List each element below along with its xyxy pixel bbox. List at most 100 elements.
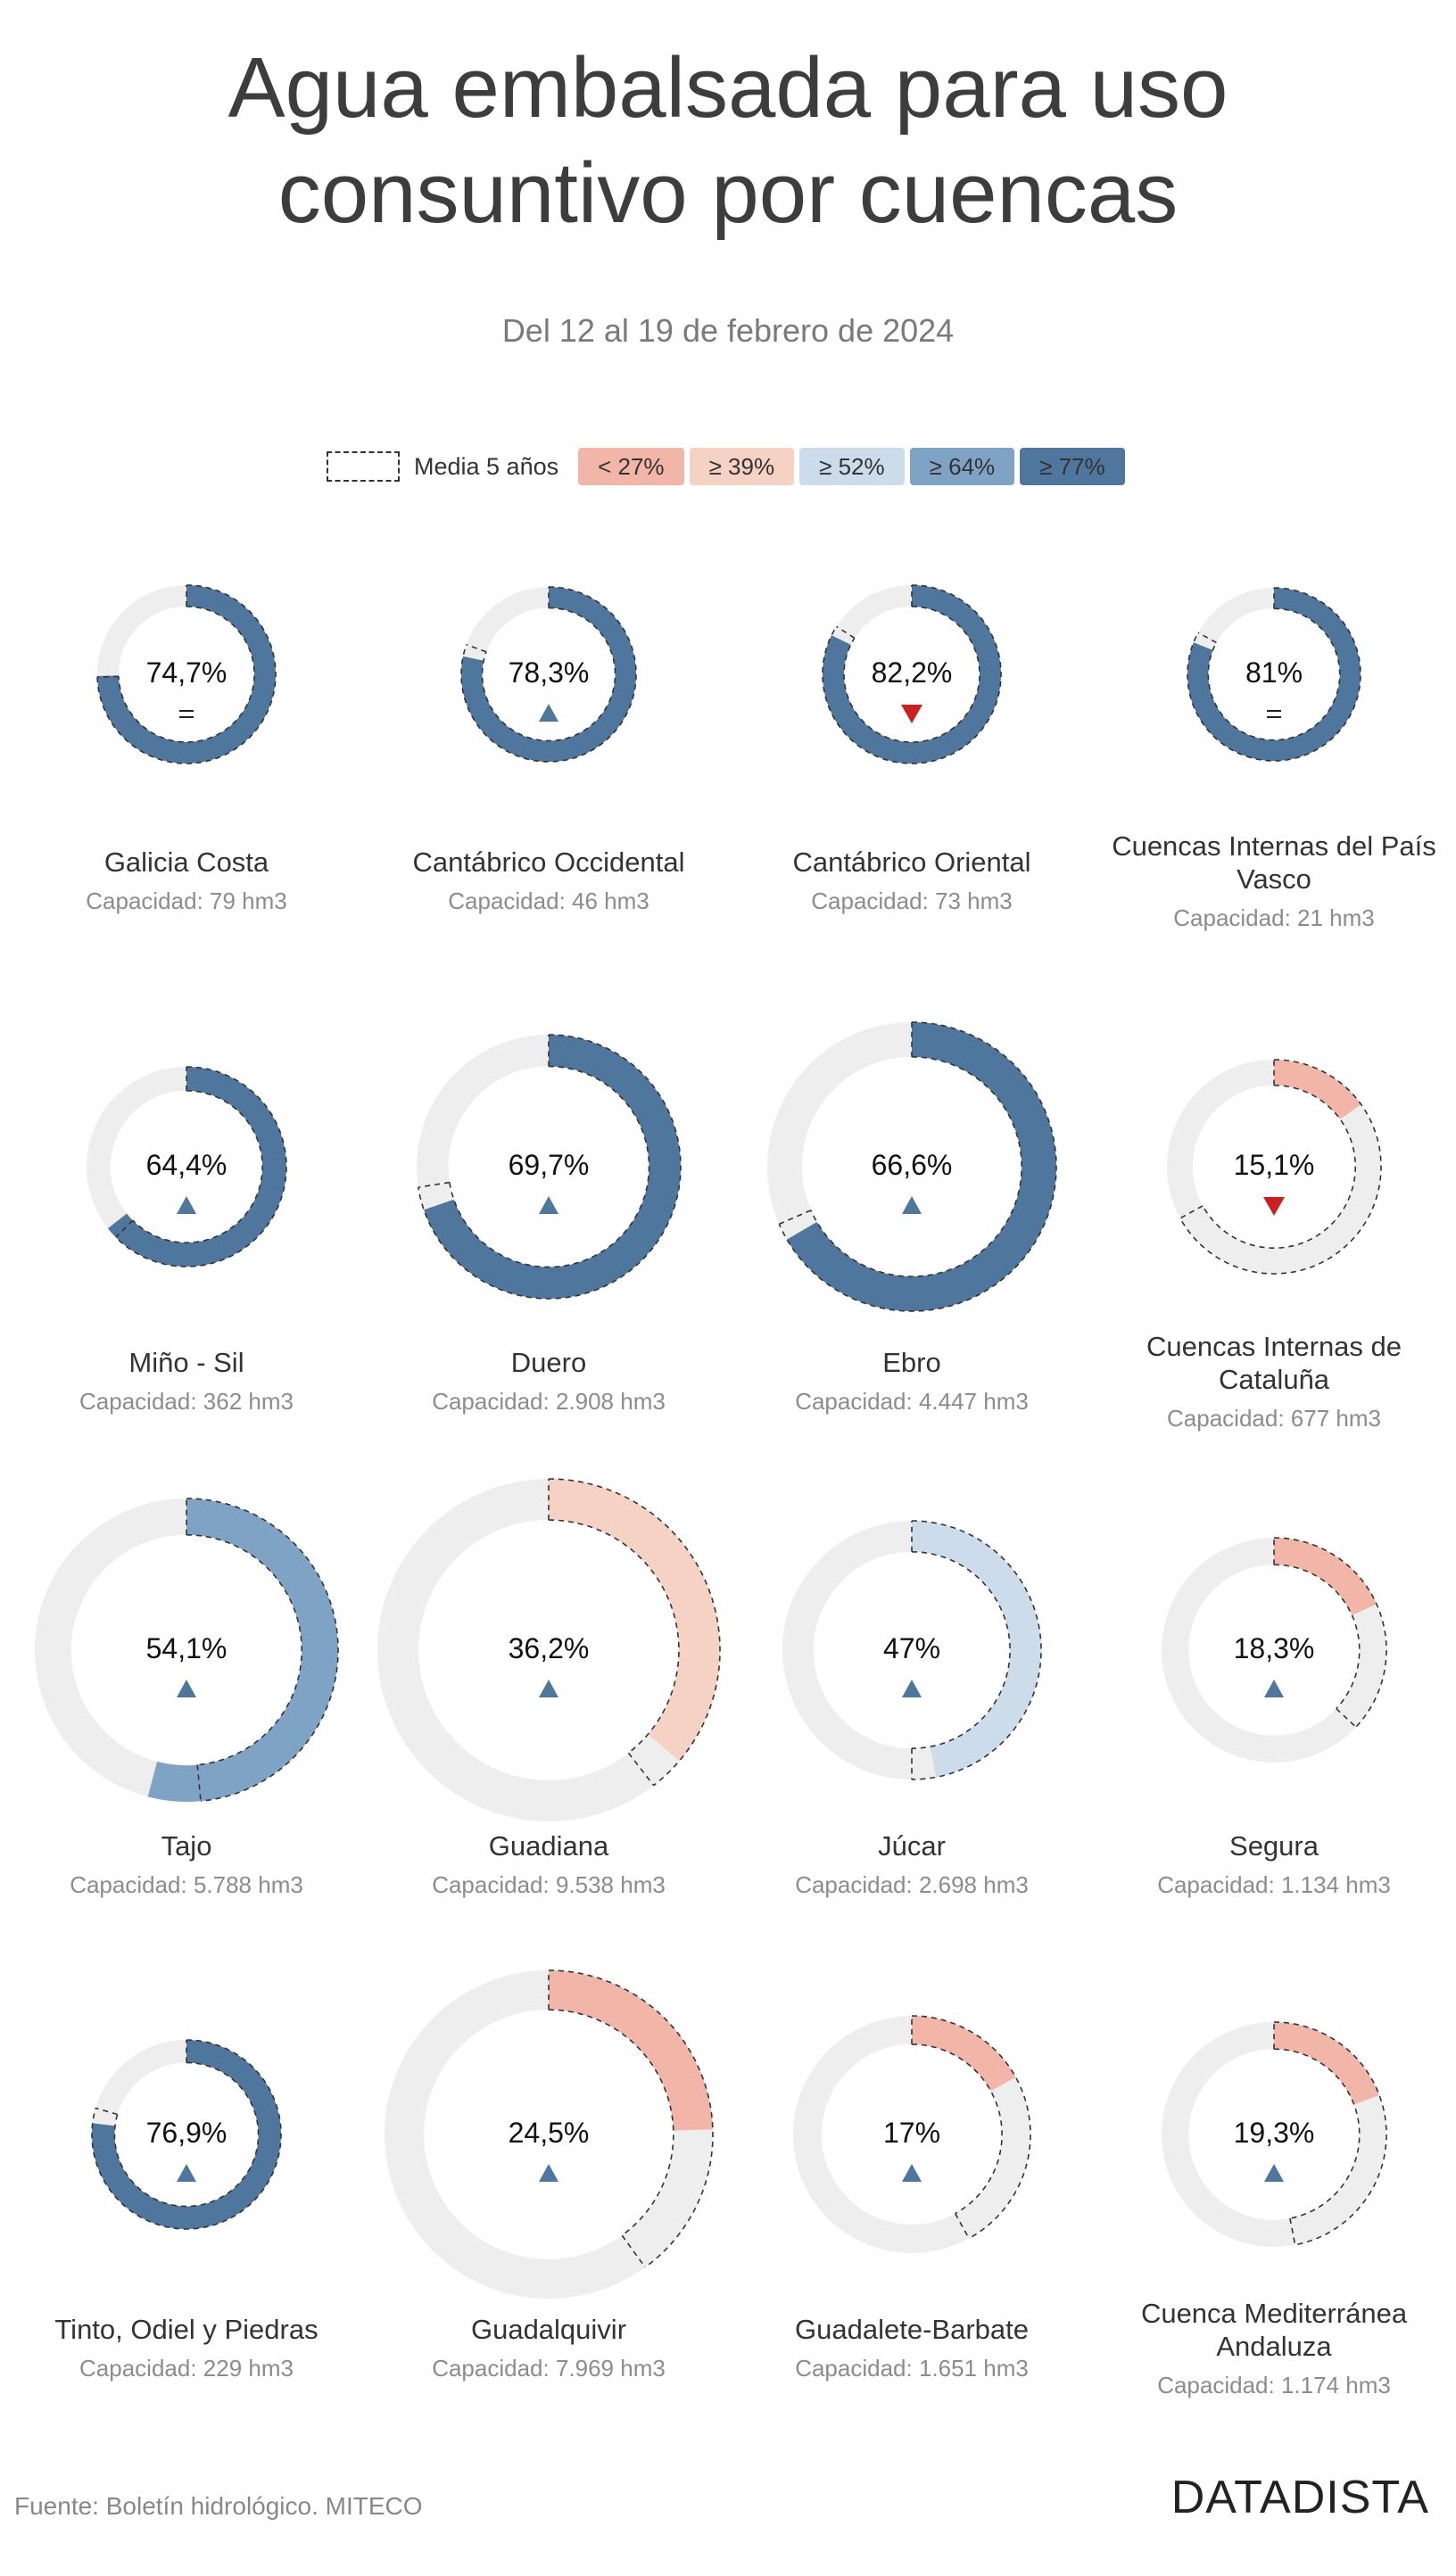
- basin-11: 18,3% Segura Capacidad: 1.134 hm3: [1157, 1537, 1391, 1898]
- basin-2-avg5-end: [836, 625, 856, 639]
- basin-1: 78,3% Cantábrico Occidental Capacidad: 46 …: [413, 586, 685, 914]
- basin-1-capacity: Capacidad: 46 hm3: [448, 888, 649, 914]
- basin-2-value-label: 82,2%: [872, 656, 953, 689]
- basin-0-capacity: Capacidad: 79 hm3: [86, 888, 286, 914]
- basin-9-value-arc: [548, 1479, 720, 1762]
- basin-10-value-label: 47%: [883, 1632, 940, 1664]
- basin-3-capacity: Capacidad: 21 hm3: [1173, 904, 1374, 931]
- basin-13-avg5-outline: [548, 1969, 714, 2268]
- basin-9-capacity: Capacidad: 9.538 hm3: [432, 1871, 666, 1898]
- basin-9-value-label: 36,2%: [509, 1632, 590, 1664]
- basin-6-value-label: 66,6%: [872, 1149, 953, 1181]
- basin-5-value-arc: [424, 1035, 681, 1299]
- basin-7-avg5-end: [1179, 1205, 1204, 1219]
- basin-9: 36,2% Guadiana Capacidad: 9.538 hm3: [376, 1478, 721, 1898]
- legend-avg-swatch: [327, 451, 400, 482]
- basin-6-capacity: Capacidad: 4.447 hm3: [795, 1388, 1029, 1415]
- basin-7-trend-down-icon: [1263, 1197, 1285, 1216]
- basin-6: 66,6% Ebro Capacidad: 4.447 hm3: [767, 1021, 1057, 1415]
- basin-11-avg5-end: [1336, 1707, 1357, 1728]
- basin-7-avg5-outline: [1179, 1059, 1382, 1275]
- basin-0-value-arc: [97, 585, 276, 764]
- basin-10: 47% Júcar Capacidad: 2.698 hm3: [782, 1520, 1042, 1898]
- basin-7-value-label: 15,1%: [1234, 1149, 1315, 1181]
- basin-0-avg5-end: [97, 675, 120, 678]
- basin-13-name-line-0: Guadalquivir: [471, 2314, 626, 2345]
- basin-8-avg5-outline: [186, 1498, 339, 1803]
- basin-4-trend-up-icon: [177, 1196, 196, 1214]
- basin-8-capacity: Capacidad: 5.788 hm3: [70, 1871, 303, 1898]
- basin-9-name-line-0: Guadiana: [489, 1830, 609, 1862]
- page-subtitle: Del 12 al 19 de febrero de 2024: [501, 312, 955, 349]
- basin-15-trend-up-icon: [1264, 2164, 1284, 2182]
- basin-4-value-label: 64,4%: [146, 1149, 228, 1181]
- basin-2: 82,2% Cantábrico Oriental Capacidad: 73 hm…: [792, 584, 1031, 914]
- basin-14-value-label: 17%: [883, 2117, 940, 2149]
- basin-12-capacity: Capacidad: 229 hm3: [79, 2355, 294, 2382]
- basin-13-value-label: 24,5%: [509, 2117, 590, 2149]
- basin-2-capacity: Capacidad: 73 hm3: [811, 888, 1012, 914]
- basin-11-value-arc: [1273, 1538, 1377, 1616]
- basin-8-name-line-0: Tajo: [161, 1830, 212, 1862]
- basin-10-name-line-0: Júcar: [878, 1830, 946, 1862]
- basin-1-avg5-outline: [460, 586, 637, 763]
- basin-15-value-arc: [1273, 2022, 1379, 2105]
- basin-11-value-label: 18,3%: [1234, 1632, 1315, 1664]
- legend: Media 5 años < 27% ≥ 39% ≥ 52% ≥ 64% ≥ 7…: [327, 448, 1130, 485]
- basin-14-trend-up-icon: [902, 2164, 922, 2182]
- basin-5-name-line-0: Duero: [511, 1347, 586, 1378]
- legend-chip-ge52: ≥ 52%: [799, 448, 905, 485]
- legend-chip-ge39: ≥ 39%: [689, 448, 795, 485]
- basin-0-value-label: 74,7%: [146, 656, 228, 689]
- basin-6-name-line-0: Ebro: [882, 1347, 940, 1378]
- legend-chip-ge64: ≥ 64%: [909, 448, 1015, 485]
- title-line-1: Agua embalsada para uso: [228, 40, 1228, 136]
- basin-5-avg5-end: [418, 1181, 451, 1188]
- basin-4-value-arc: [107, 1067, 286, 1267]
- basin-14-name-line-0: Guadalete-Barbate: [795, 2314, 1029, 2345]
- basin-5-capacity: Capacidad: 2.908 hm3: [432, 1388, 666, 1415]
- basin-8-avg5-end: [196, 1764, 202, 1802]
- basin-8-trend-up-icon: [177, 1680, 196, 1697]
- basin-4-capacity: Capacidad: 362 hm3: [79, 1388, 294, 1415]
- title-line-2: consuntivo por cuencas: [277, 145, 1179, 241]
- basin-8-value-arc: [147, 1499, 339, 1802]
- legend-chip-lt27: < 27%: [578, 448, 684, 485]
- basin-13: 24,5% Guadalquivir Capacidad: 7.969 hm3: [385, 1969, 714, 2382]
- basin-4-name-line-0: Miño - Sil: [128, 1347, 244, 1378]
- basin-12-name-line-0: Tinto, Odiel y Piedras: [54, 2314, 318, 2345]
- basin-1-avg5-end: [466, 644, 487, 653]
- basin-2-value-arc: [823, 585, 1001, 764]
- legend-avg-label: Media 5 años: [414, 452, 559, 480]
- basin-12-avg5-end: [95, 2107, 118, 2116]
- basin-1-value-arc: [461, 587, 636, 762]
- basin-4-avg5-end: [115, 1219, 134, 1238]
- basin-3-avg5-outline: [1187, 587, 1361, 762]
- basin-2-avg5-outline: [822, 584, 1002, 764]
- basin-9-avg5-end: [627, 1752, 655, 1787]
- basin-11-avg5-outline: [1273, 1537, 1387, 1728]
- basin-5-avg5-outline: [418, 1034, 682, 1300]
- legend-chip-ge77: ≥ 77%: [1020, 448, 1125, 485]
- basin-0-avg5-outline: [96, 584, 277, 764]
- basin-13-capacity: Capacidad: 7.969 hm3: [432, 2355, 666, 2382]
- basin-12-value-label: 76,9%: [146, 2117, 228, 2149]
- basin-14-avg5-end: [954, 2213, 970, 2239]
- basin-12-avg5-outline: [91, 2039, 282, 2230]
- basin-2-trend-down-icon: [901, 705, 922, 723]
- basin-1-value-label: 78,3%: [509, 656, 590, 689]
- basin-14-capacity: Capacidad: 1.651 hm3: [795, 2355, 1029, 2382]
- basin-9-avg5-outline: [548, 1478, 721, 1787]
- basin-15-name-line-1: Andaluza: [1216, 2331, 1332, 2362]
- basin-13-value-arc: [548, 1970, 713, 2132]
- basin-11-trend-up-icon: [1264, 1680, 1284, 1697]
- basin-15-avg5-end: [1289, 2217, 1296, 2245]
- basin-4: 64,4% Miño - Sil Capacidad: 362 hm3: [79, 1066, 294, 1415]
- brand-logo: DATADISTA: [1171, 2472, 1429, 2523]
- basin-3-avg5-end: [1197, 632, 1217, 644]
- basin-3-name-line-0: Cuencas Internas del País: [1112, 830, 1436, 862]
- basin-8-value-label: 54,1%: [146, 1632, 228, 1664]
- basin-15-name-line-0: Cuenca Mediterránea: [1141, 2298, 1408, 2329]
